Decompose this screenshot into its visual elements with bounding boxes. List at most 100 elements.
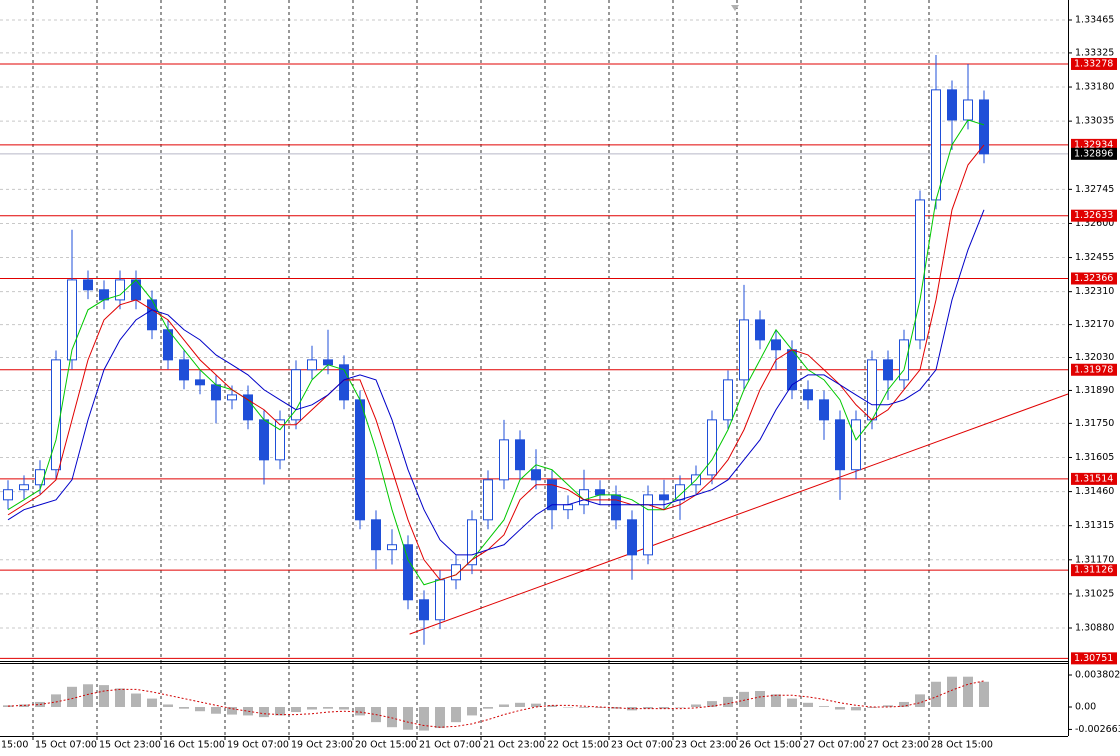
histogram-bar (787, 698, 797, 708)
histogram-bar (435, 707, 445, 729)
trendline (409, 393, 1069, 635)
histogram-bar (451, 707, 461, 723)
histogram-bar (643, 707, 653, 709)
candle-body (243, 394, 253, 421)
histogram-bar (691, 704, 701, 708)
y-tick-label: 1.31605 (1075, 452, 1114, 463)
moving-average (7, 119, 985, 586)
candle-body (83, 279, 93, 291)
moving-average (7, 144, 985, 581)
candle-body (723, 379, 733, 421)
candle-body (707, 419, 717, 476)
candle-body (99, 289, 109, 301)
shift-marker (731, 5, 739, 11)
x-tick-label: 15 Oct 23:00 (99, 740, 161, 751)
current-price-label: 1.32896 (1074, 148, 1113, 159)
candle-body (51, 359, 61, 471)
candle-body (227, 394, 237, 401)
candle-body (963, 99, 973, 121)
x-tick-label: 19 Oct 07:00 (227, 740, 289, 751)
y-tick-label: 1.31890 (1075, 385, 1114, 396)
histogram-bar (419, 707, 429, 731)
y-tick-label: 0.003802 (1075, 670, 1120, 681)
histogram-bar (339, 707, 349, 710)
histogram-bar (579, 707, 589, 708)
level-label: 1.32633 (1074, 210, 1113, 221)
level-label-box (1071, 363, 1117, 376)
histogram-bar (899, 701, 909, 708)
level-label: 1.32366 (1074, 273, 1113, 284)
histogram-bar (499, 704, 509, 708)
histogram-bar (51, 694, 61, 708)
histogram-bar (275, 707, 285, 716)
histogram-bar (355, 707, 365, 716)
y-tick-label: 1.31315 (1075, 520, 1114, 531)
candle-body (595, 489, 605, 496)
candle-body (467, 519, 477, 566)
histogram-bar (467, 707, 477, 716)
histogram-bar (131, 693, 141, 708)
x-tick-label: 27 Oct 07:00 (803, 740, 865, 751)
moving-average (7, 209, 985, 556)
histogram-bar (179, 707, 189, 709)
candle-body (435, 579, 445, 621)
histogram-bar (755, 691, 765, 708)
candle-body (547, 479, 557, 511)
candle-body (387, 544, 397, 551)
candle-body (179, 359, 189, 381)
candle-body (627, 519, 637, 556)
candle-body (307, 359, 317, 371)
histogram-bar (211, 707, 221, 714)
candle-body (451, 564, 461, 581)
x-tick-label: 15:00 (1, 740, 28, 751)
candle-body (755, 319, 765, 341)
candle-body (147, 299, 157, 331)
histogram-bar (915, 694, 925, 708)
signal-line (7, 680, 985, 728)
candle-body (35, 469, 45, 486)
price-panel (0, 55, 1069, 659)
histogram-bar (227, 707, 237, 715)
level-label: 1.31514 (1074, 473, 1113, 484)
candle-body (851, 419, 861, 471)
histogram-bar (515, 702, 525, 708)
histogram-bar (883, 705, 893, 708)
candle-body (947, 89, 957, 121)
candle-body (19, 484, 29, 491)
candle-body (195, 379, 205, 386)
y-tick-label: 1.33325 (1075, 47, 1114, 58)
candle-body (211, 384, 221, 401)
histogram-bar (307, 707, 317, 710)
histogram-bar (291, 707, 301, 713)
histogram-bar (947, 676, 957, 708)
candle-body (355, 399, 365, 521)
x-tick-label: 20 Oct 15:00 (355, 740, 417, 751)
candle-body (403, 544, 413, 601)
candle-body (483, 479, 493, 521)
level-label-box (1071, 209, 1117, 222)
y-tick-label: 1.32310 (1075, 286, 1114, 297)
y-tick-label: 1.33180 (1075, 82, 1114, 93)
x-tick-label: 21 Oct 07:00 (419, 740, 481, 751)
histogram-bar (803, 702, 813, 708)
histogram-bar (483, 707, 493, 709)
candle-body (819, 399, 829, 421)
level-label-box (1071, 272, 1117, 285)
x-tick-label: 27 Oct 23:00 (867, 740, 929, 751)
candle-body (499, 439, 509, 481)
candle-body (323, 359, 333, 366)
histogram-bar (739, 691, 749, 708)
x-tick-label: 23 Oct 23:00 (675, 740, 737, 751)
candle-body (883, 359, 893, 381)
histogram-bar (67, 686, 77, 708)
level-label: 1.31126 (1074, 565, 1113, 576)
candle-body (371, 519, 381, 551)
level-label: 1.33278 (1074, 58, 1113, 69)
histogram-bar (867, 707, 877, 708)
histogram-bar (659, 707, 669, 709)
x-tick-label: 16 Oct 15:00 (163, 740, 225, 751)
x-tick-label: 22 Oct 15:00 (547, 740, 609, 751)
histogram-bar (547, 705, 557, 708)
x-tick-label: 21 Oct 23:00 (483, 740, 545, 751)
